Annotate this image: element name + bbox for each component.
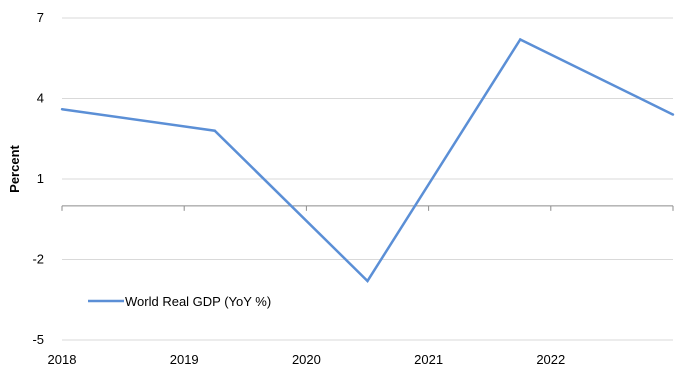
series-line xyxy=(61,37,674,283)
y-tick-label: 7 xyxy=(37,10,44,25)
x-tick-label: 2018 xyxy=(48,352,77,367)
y-tick-label: 4 xyxy=(37,91,44,106)
y-tick-label: -2 xyxy=(32,252,44,267)
y-tick-label: -5 xyxy=(32,332,44,347)
data-point xyxy=(366,279,369,283)
data-point xyxy=(213,129,216,132)
x-axis xyxy=(61,205,674,211)
grid-lines xyxy=(62,17,673,341)
y-axis-title: Percent xyxy=(7,144,22,192)
x-tick-label: 2022 xyxy=(536,352,565,367)
x-tick-label: 2021 xyxy=(414,352,443,367)
x-axis-tick-labels: 2018 2019 2020 2021 2022 xyxy=(48,352,566,367)
data-point xyxy=(519,38,522,41)
series-layer xyxy=(60,37,675,283)
data-point xyxy=(60,108,64,111)
legend-label: World Real GDP (YoY %) xyxy=(125,294,271,309)
x-tick-label: 2020 xyxy=(292,352,321,367)
data-point xyxy=(671,113,675,116)
y-tick-label: 1 xyxy=(37,171,44,186)
legend: World Real GDP (YoY %) xyxy=(88,294,271,309)
y-axis-tick-labels: 7 4 1 -2 -5 xyxy=(32,10,44,347)
x-tick-label: 2019 xyxy=(170,352,199,367)
